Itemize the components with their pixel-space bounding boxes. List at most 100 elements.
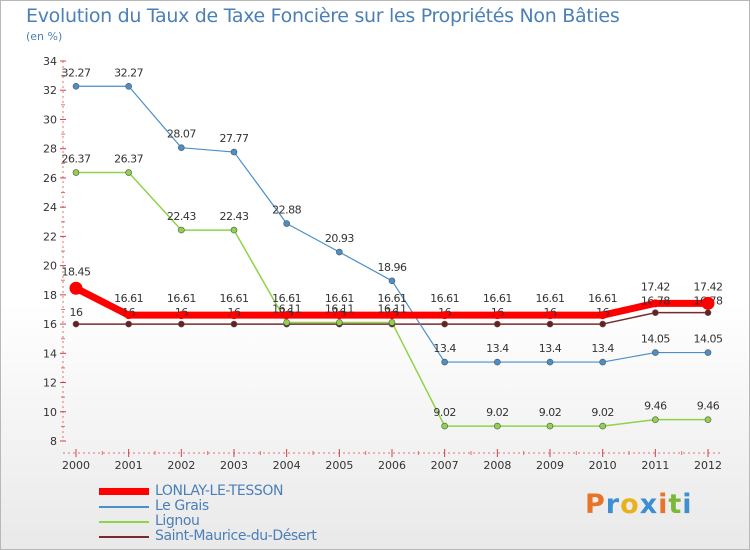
data-point xyxy=(125,82,132,90)
x-tick-label: 2008 xyxy=(483,459,511,472)
data-label: 9.02 xyxy=(433,406,456,419)
data-label: 16.61 xyxy=(430,292,459,305)
data-label: 22.43 xyxy=(220,210,249,223)
x-tick-label: 2009 xyxy=(536,459,564,472)
data-point xyxy=(283,319,290,326)
data-point xyxy=(546,358,554,366)
data-point xyxy=(230,148,238,156)
y-tick-label: 16 xyxy=(43,318,57,331)
data-label: 18.96 xyxy=(378,261,407,274)
data-point xyxy=(72,320,80,328)
y-tick-label: 26 xyxy=(43,172,57,185)
data-label: 13.4 xyxy=(539,342,562,355)
x-tick-label: 2005 xyxy=(325,459,353,472)
logo-letter: r xyxy=(605,489,621,520)
data-label: 16.11 xyxy=(378,302,407,315)
y-tick-label: 30 xyxy=(43,113,57,126)
data-point xyxy=(230,226,238,234)
data-label: 16.61 xyxy=(220,292,249,305)
data-point xyxy=(125,169,132,176)
x-tick-label: 2007 xyxy=(431,459,459,472)
y-tick-label: 20 xyxy=(43,260,57,273)
data-point xyxy=(125,320,132,328)
data-point xyxy=(599,358,606,366)
data-point xyxy=(494,422,501,430)
y-tick-label: 22 xyxy=(43,230,57,243)
data-label: 9.46 xyxy=(644,400,667,413)
data-point xyxy=(651,299,660,308)
data-point xyxy=(388,319,396,326)
x-tick-label: 2010 xyxy=(589,459,617,472)
y-tick-label: 12 xyxy=(43,377,57,390)
data-point xyxy=(336,319,343,326)
data-label: 16.61 xyxy=(536,292,565,305)
legend-swatch xyxy=(99,506,149,508)
data-label: 13.4 xyxy=(591,342,614,355)
y-tick-label: 8 xyxy=(50,435,57,448)
data-label: 9.02 xyxy=(591,406,614,419)
data-point xyxy=(441,358,448,366)
data-point xyxy=(546,320,554,328)
data-point xyxy=(335,311,344,320)
data-point xyxy=(230,311,238,320)
data-label: 16.11 xyxy=(272,302,301,315)
x-tick-label: 2006 xyxy=(378,459,406,472)
x-tick-label: 2003 xyxy=(220,459,248,472)
data-point xyxy=(652,309,659,316)
data-point xyxy=(336,248,343,256)
data-label: 13.4 xyxy=(433,342,456,355)
data-label: 32.27 xyxy=(114,66,143,79)
data-point xyxy=(493,311,502,320)
legend-label: Saint-Maurice-du-Désert xyxy=(155,528,317,544)
data-point xyxy=(704,309,712,316)
data-label: 13.4 xyxy=(486,342,509,355)
chart-title: Evolution du Taux de Taxe Foncière sur l… xyxy=(26,5,620,27)
data-label: 16.61 xyxy=(272,292,301,305)
data-point xyxy=(72,82,80,90)
data-point xyxy=(598,311,607,320)
x-tick-label: 2001 xyxy=(115,459,143,472)
data-point xyxy=(388,277,396,285)
data-label: 16 xyxy=(70,306,83,319)
x-tick-label: 2004 xyxy=(273,459,301,472)
y-tick-label: 32 xyxy=(43,84,57,97)
data-label: 20.93 xyxy=(325,232,354,245)
data-point xyxy=(599,320,606,328)
data-label: 17.42 xyxy=(694,280,723,293)
data-label: 16.61 xyxy=(167,292,196,305)
data-point xyxy=(546,311,554,320)
data-point xyxy=(282,311,291,320)
y-tick-label: 18 xyxy=(43,289,57,302)
data-point xyxy=(72,169,80,176)
legend-swatch xyxy=(99,536,149,538)
logo-letter: i xyxy=(658,489,669,520)
data-label: 14.05 xyxy=(641,333,670,346)
legend-label: Le Grais xyxy=(155,498,209,514)
data-point xyxy=(441,320,448,328)
data-label: 9.46 xyxy=(697,400,720,413)
x-tick-label: 2011 xyxy=(641,459,669,472)
data-label: 16.61 xyxy=(325,292,354,305)
x-tick-label: 2002 xyxy=(167,459,195,472)
y-tick-label: 24 xyxy=(43,201,57,214)
data-point xyxy=(701,296,715,310)
data-label: 27.77 xyxy=(220,132,249,145)
data-label: 16.61 xyxy=(378,292,407,305)
y-tick-label: 28 xyxy=(43,143,57,156)
legend-swatch xyxy=(99,521,149,523)
logo-letter: P xyxy=(585,489,606,520)
data-point xyxy=(652,349,659,356)
data-label: 14.05 xyxy=(694,333,723,346)
y-tick-label: 10 xyxy=(43,406,57,419)
data-label: 9.02 xyxy=(486,406,509,419)
data-label: 17.42 xyxy=(641,280,670,293)
x-tick-label: 2000 xyxy=(62,459,90,472)
logo-letter: x xyxy=(639,489,659,520)
data-point xyxy=(441,422,448,430)
data-point xyxy=(440,311,449,320)
data-label: 9.02 xyxy=(539,406,562,419)
x-tick-label: 2012 xyxy=(694,459,722,472)
data-point xyxy=(704,349,712,356)
proxiti-logo: Proxiti xyxy=(585,489,693,520)
